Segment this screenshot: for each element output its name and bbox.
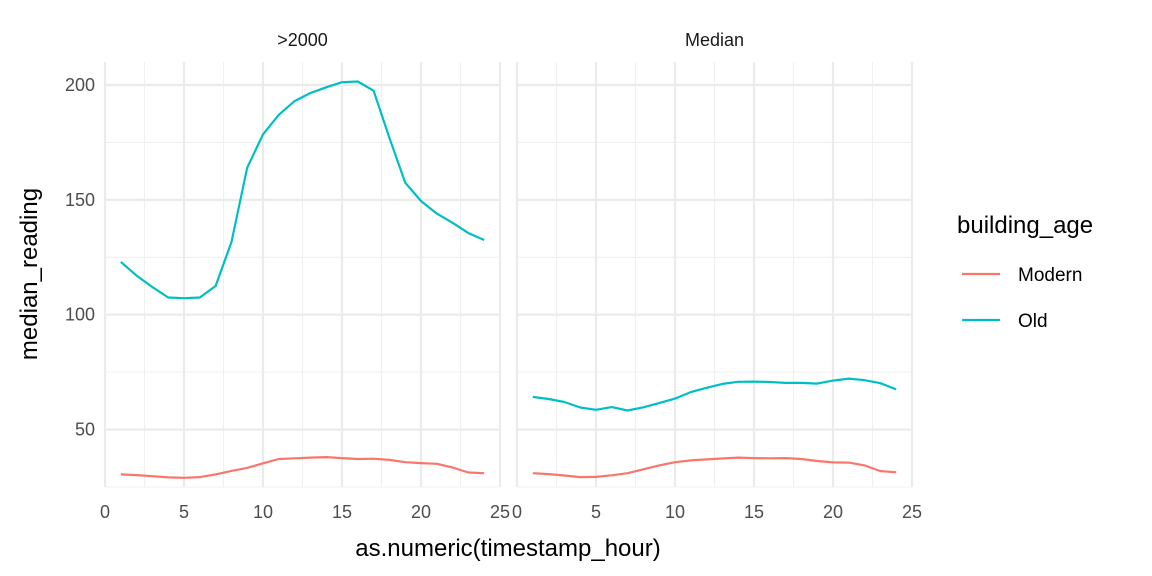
legend-label-modern: Modern (1018, 265, 1082, 286)
legend: building_age Modern Old (957, 212, 1093, 332)
x-tick-label: 10 (253, 502, 273, 522)
x-tick-label: 20 (823, 502, 843, 522)
x-tick-label: 15 (332, 502, 352, 522)
y-tick-label: 100 (65, 305, 95, 325)
legend-title: building_age (957, 212, 1093, 239)
x-tick-label: 5 (591, 502, 601, 522)
y-tick-label: 150 (65, 190, 95, 210)
x-axis-title: as.numeric(timestamp_hour) (355, 535, 660, 562)
x-tick-label: 25 (902, 502, 922, 522)
series-line-old (120, 80, 485, 300)
panel-2: Median 0 5 10 15 20 25 (512, 30, 922, 522)
x-tick-label: 0 (100, 502, 110, 522)
y-tick-label: 200 (65, 75, 95, 95)
series-line-old (532, 377, 897, 412)
panels: >2000 0 5 10 15 20 25 50 100 150 200 Median 0 5 10 15 20… (65, 30, 922, 522)
series-line-modern (120, 456, 485, 479)
y-axis-title: median_reading (16, 188, 43, 360)
panel-title-1: >2000 (277, 30, 328, 50)
panel-title-2: Median (685, 30, 744, 50)
x-tick-label: 20 (411, 502, 431, 522)
series-line-modern (532, 456, 897, 479)
x-tick-label: 10 (665, 502, 685, 522)
x-tick-label: 25 (490, 502, 510, 522)
y-tick-label: 50 (75, 420, 95, 440)
x-tick-label: 5 (179, 502, 189, 522)
x-tick-label: 0 (512, 502, 522, 522)
x-tick-label: 15 (744, 502, 764, 522)
panel-1: >2000 0 5 10 15 20 25 50 100 150 200 (65, 30, 510, 522)
legend-label-old: Old (1018, 311, 1048, 332)
